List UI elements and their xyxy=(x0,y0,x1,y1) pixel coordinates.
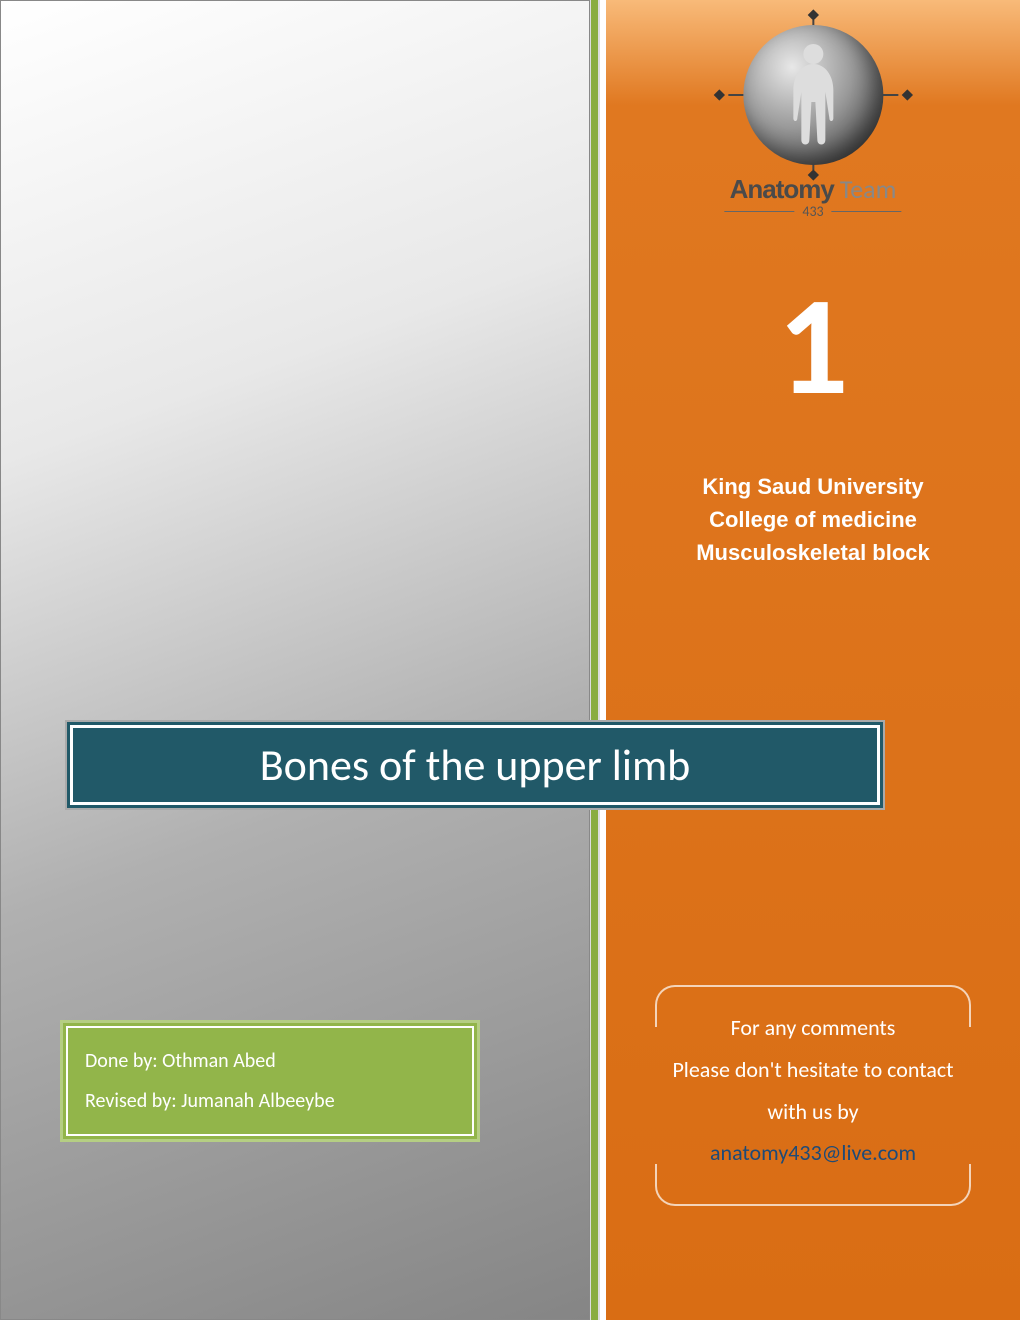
human-figure-icon xyxy=(783,40,843,150)
page-title: Bones of the upper limb xyxy=(260,738,691,792)
contact-email: anatomy433@live.com xyxy=(665,1132,961,1174)
institution-line3: Musculoskeletal block xyxy=(626,536,1000,569)
credits-box: Done by: Othman Abed Revised by: Jumanah… xyxy=(60,1020,480,1142)
contact-line2: Please don't hesitate to contact with us… xyxy=(665,1049,961,1133)
logo-cohort: 433 xyxy=(802,203,823,220)
institution-block: King Saud University College of medicine… xyxy=(606,470,1020,569)
institution-line2: College of medicine xyxy=(626,503,1000,536)
logo-sphere-icon xyxy=(733,25,893,165)
logo-brand-sub: Team xyxy=(840,173,897,205)
green-vertical-bar xyxy=(590,0,600,1320)
logo: AnatomyTeam 433 xyxy=(724,25,901,220)
logo-brand-main: Anatomy xyxy=(730,174,834,204)
credits-revised-by: Revised by: Jumanah Albeeybe xyxy=(85,1081,455,1121)
chapter-number: 1 xyxy=(606,260,1020,431)
institution-line1: King Saud University xyxy=(626,470,1000,503)
title-banner: Bones of the upper limb xyxy=(65,720,885,810)
contact-line1: For any comments xyxy=(665,1007,961,1049)
right-panel: AnatomyTeam 433 1 King Saud University C… xyxy=(590,0,1020,1320)
contact-box: For any comments Please don't hesitate t… xyxy=(653,985,973,1206)
orange-sidebar: AnatomyTeam 433 1 King Saud University C… xyxy=(606,0,1020,1320)
credits-done-by: Done by: Othman Abed xyxy=(85,1041,455,1081)
